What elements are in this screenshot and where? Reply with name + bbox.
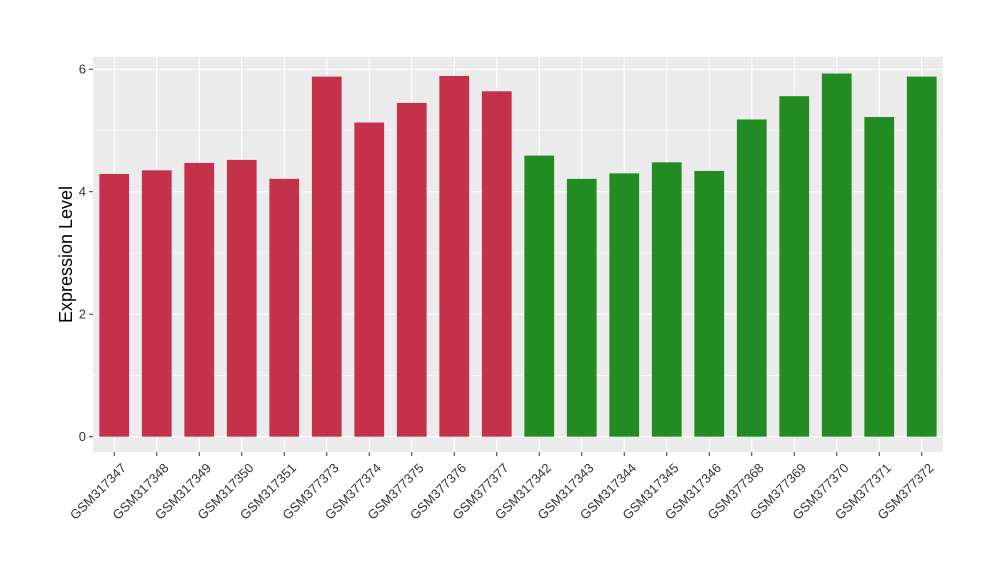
bar-GSM377373 [311,76,342,437]
bar-GSM317346 [694,170,725,437]
bar-GSM317347 [99,173,130,437]
bar-GSM377370 [821,73,852,437]
bar-GSM317345 [651,162,682,437]
y-axis-title: Expression Level [56,186,76,323]
y-tick-label: 2 [79,307,86,322]
bar-GSM317342 [524,155,555,437]
y-tick-label: 4 [79,184,86,199]
bar-GSM377369 [779,96,810,437]
bar-GSM317348 [141,170,172,437]
plot-panel [93,57,943,452]
bar-GSM377372 [906,76,937,437]
bar-GSM317350 [226,159,257,437]
bar-GSM317351 [269,178,300,437]
bar-GSM377368 [736,119,767,437]
bar-GSM377377 [481,91,512,437]
y-tick-label: 6 [79,62,86,77]
bars-group [99,73,937,437]
bar-GSM377374 [354,122,385,437]
bar-GSM377371 [864,117,895,437]
bar-GSM317349 [184,162,215,437]
bar-GSM377376 [439,75,470,437]
y-tick-label: 0 [79,429,86,444]
x-axis: GSM317347GSM317348GSM317349GSM317350GSM3… [67,452,937,523]
bar-GSM317344 [609,173,640,437]
bar-GSM317343 [566,178,597,437]
bar-GSM377375 [396,102,427,437]
y-axis: 0 2 4 6 [79,62,93,444]
